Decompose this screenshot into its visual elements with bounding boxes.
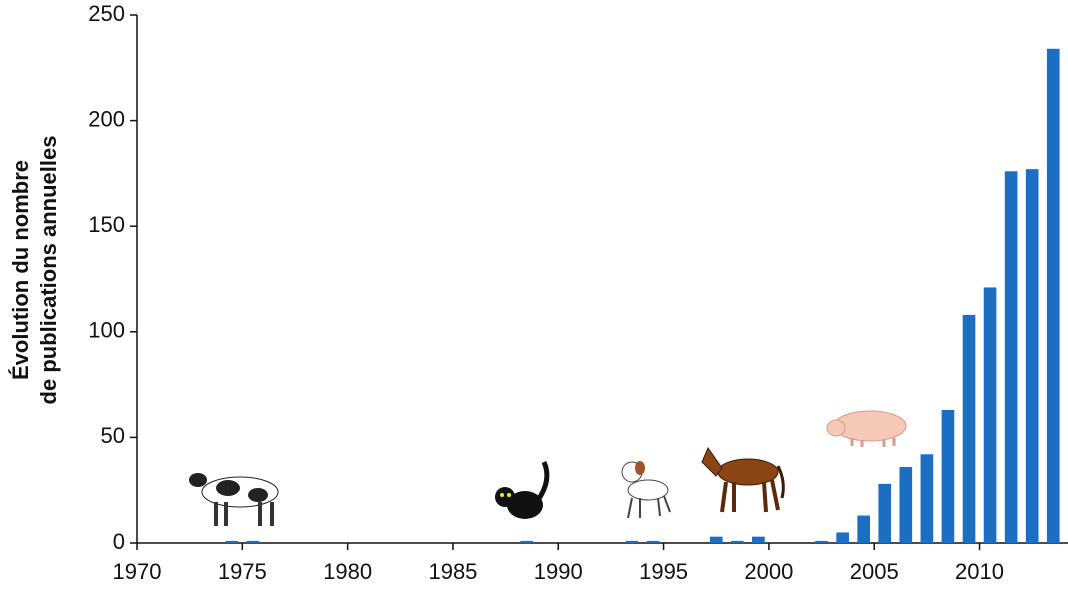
x-tick-label: 2010	[955, 559, 1004, 584]
bar	[752, 536, 765, 543]
y-tick-label: 100	[88, 318, 125, 343]
bar	[962, 314, 976, 543]
y-tick-label: 50	[101, 423, 125, 448]
x-tick-label: 1975	[218, 559, 267, 584]
y-tick-label: 0	[113, 529, 125, 554]
x-tick-label: 2000	[744, 559, 793, 584]
bar	[941, 409, 955, 543]
bar	[225, 540, 239, 543]
bar	[625, 540, 639, 543]
cat	[495, 460, 550, 519]
x-tick-label: 1995	[639, 559, 688, 584]
bar	[709, 536, 723, 543]
bar	[1046, 48, 1060, 544]
bar	[730, 540, 744, 543]
dog	[621, 461, 671, 519]
x-tick-label: 1970	[113, 559, 162, 584]
y-label-line: de publications annuelles	[36, 136, 61, 405]
illustrations	[189, 410, 907, 526]
bar	[857, 515, 871, 543]
y-axis-title: Évolution du nombre de publications annu…	[8, 136, 61, 405]
y-tick-label: 250	[88, 1, 125, 26]
bar	[899, 466, 913, 543]
bar	[1025, 169, 1039, 543]
y-tick-label: 200	[88, 106, 125, 131]
bar	[983, 287, 997, 543]
x-tick-label: 1985	[428, 559, 477, 584]
y-label-line: Évolution du nombre	[8, 160, 33, 380]
x-tick-label: 2005	[850, 559, 899, 584]
bar	[1004, 171, 1018, 543]
bar	[836, 532, 849, 543]
y-tick-label: 150	[88, 212, 125, 237]
horse	[701, 446, 785, 513]
bar	[646, 540, 660, 543]
cow	[189, 473, 279, 526]
bar	[246, 540, 260, 543]
bar	[520, 540, 533, 543]
bar	[815, 540, 828, 543]
x-tick-label: 1990	[534, 559, 583, 584]
bar	[878, 483, 892, 543]
bar	[920, 454, 934, 543]
pig	[826, 410, 907, 447]
x-tick-label: 1980	[323, 559, 372, 584]
